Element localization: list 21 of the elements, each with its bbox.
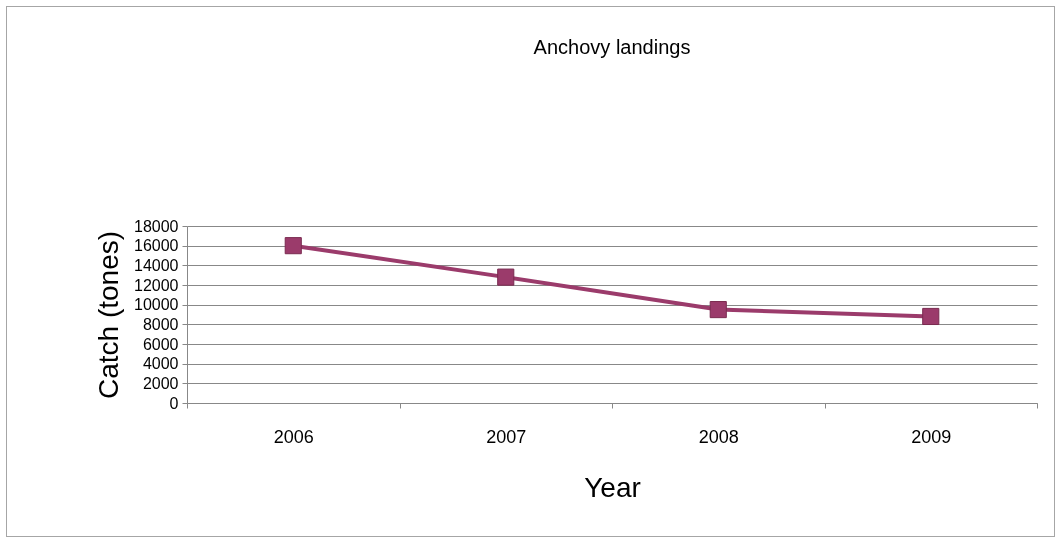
y-tick-label: 18000 bbox=[134, 217, 179, 235]
y-tick-label: 6000 bbox=[142, 335, 179, 353]
x-tick-label: 2007 bbox=[486, 426, 527, 447]
y-tick-label: 0 bbox=[169, 394, 179, 412]
x-tick-label: 2008 bbox=[698, 426, 739, 447]
y-tick-label: 8000 bbox=[142, 315, 179, 333]
y-tick-label: 4000 bbox=[142, 355, 179, 373]
x-tick-label: 2006 bbox=[273, 426, 314, 447]
y-tick-label: 12000 bbox=[134, 276, 179, 294]
point bbox=[709, 301, 727, 319]
y-tick-label: 14000 bbox=[134, 256, 179, 274]
chart-title: Anchovy landings bbox=[533, 36, 691, 58]
y-tick-label: 10000 bbox=[134, 296, 179, 314]
y-axis-title: Catch (tones) bbox=[93, 230, 125, 400]
x-axis-title: Year bbox=[584, 471, 641, 503]
y-tick-label: 2000 bbox=[142, 374, 179, 392]
x-tick-label: 2009 bbox=[911, 426, 952, 447]
point bbox=[497, 268, 515, 286]
point bbox=[922, 307, 940, 326]
y-tick-label: 16000 bbox=[134, 237, 179, 255]
point bbox=[284, 237, 302, 255]
